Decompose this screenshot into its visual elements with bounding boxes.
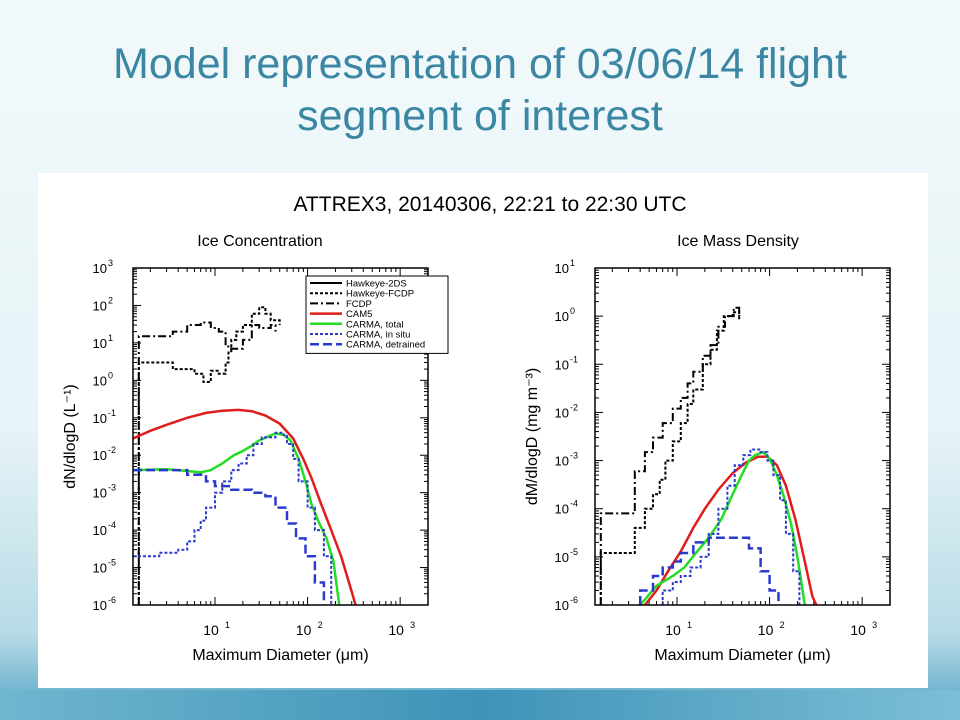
y-tick-exponent: -1	[570, 354, 578, 364]
series-line-carma-in-situ	[661, 448, 801, 605]
y-tick-exponent: 1	[570, 258, 575, 268]
x-tick-label: 10	[758, 622, 774, 638]
y-tick-exponent: -5	[108, 558, 116, 568]
x-tick-label: 10	[296, 622, 312, 638]
x-tick-label: 10	[850, 622, 866, 638]
legend-label: CARMA, in situ	[346, 330, 410, 341]
x-tick-label: 10	[203, 622, 219, 638]
slide-title-line2: segment of interest	[297, 92, 663, 140]
slide-footer-band	[0, 690, 960, 720]
slide-title: Model representation of 03/06/14 flight …	[0, 38, 960, 142]
series-line-hawkeye-fcdp	[137, 306, 281, 605]
y-tick-label: 10	[555, 357, 569, 372]
series-line-carma-detrained	[133, 468, 326, 605]
x-tick-exponent: 3	[872, 620, 877, 630]
legend-label: CARMA, detrained	[346, 340, 425, 351]
y-tick-label: 10	[555, 454, 569, 469]
y-tick-label: 10	[93, 598, 107, 613]
y-tick-exponent: -4	[108, 520, 116, 530]
chart-title: Ice Mass Density	[677, 233, 799, 250]
x-tick-exponent: 1	[687, 620, 692, 630]
series-group	[133, 306, 357, 605]
x-tick-label: 10	[665, 622, 681, 638]
figure-panel: ATTREX3, 20140306, 22:21 to 22:30 UTC Ic…	[38, 173, 928, 688]
y-tick-label: 10	[555, 598, 569, 613]
y-tick-label: 10	[93, 336, 107, 351]
x-tick-exponent: 1	[225, 620, 230, 630]
y-tick-exponent: -4	[570, 499, 578, 509]
x-tick-label: 10	[388, 622, 404, 638]
series-line-carma-in-situ	[133, 431, 333, 605]
series-group	[599, 306, 818, 605]
y-tick-exponent: -3	[570, 451, 578, 461]
chart-title: Ice Concentration	[197, 233, 322, 250]
y-tick-exponent: 0	[570, 306, 575, 316]
plot-frame	[132, 267, 429, 606]
y-tick-exponent: 2	[108, 295, 113, 305]
series-line-fcdp	[599, 306, 741, 605]
x-tick-exponent: 3	[410, 620, 415, 630]
y-axis-label: dM/dlogD (mg m⁻³)	[524, 368, 541, 505]
series-line-hawkeye-fcdp	[599, 311, 741, 605]
series-line-carma-total	[133, 432, 341, 605]
y-tick-label: 10	[93, 561, 107, 576]
x-axis-label: Maximum Diameter (μm)	[192, 647, 368, 664]
legend-label: FCDP	[346, 299, 372, 310]
x-tick-exponent: 2	[318, 620, 323, 630]
legend-label: Hawkeye-FCDP	[346, 289, 414, 300]
series-line-fcdp	[137, 321, 277, 605]
legend-label: CARMA, total	[346, 319, 404, 330]
y-tick-exponent: -6	[108, 595, 116, 605]
y-tick-label: 10	[555, 502, 569, 517]
y-tick-label: 10	[93, 411, 107, 426]
legend-label: Hawkeye-2DS	[346, 279, 407, 290]
y-tick-exponent: 3	[108, 258, 113, 268]
y-tick-exponent: 0	[108, 370, 113, 380]
y-tick-label: 10	[93, 523, 107, 538]
y-tick-exponent: -1	[108, 408, 116, 418]
y-tick-exponent: -2	[108, 445, 116, 455]
figure-main-title: ATTREX3, 20140306, 22:21 to 22:30 UTC	[293, 193, 686, 216]
y-tick-exponent: -5	[570, 547, 578, 557]
y-tick-label: 10	[555, 405, 569, 420]
x-axis-label: Maximum Diameter (μm)	[654, 647, 830, 664]
axis-ticks	[595, 268, 891, 606]
y-tick-exponent: -2	[570, 402, 578, 412]
y-tick-label: 10	[93, 261, 107, 276]
y-tick-label: 10	[555, 261, 569, 276]
y-tick-label: 10	[93, 298, 107, 313]
y-tick-label: 10	[93, 486, 107, 501]
y-tick-label: 10	[555, 550, 569, 565]
series-line-cam5	[643, 455, 818, 605]
series-line-cam5	[133, 408, 357, 605]
y-tick-label: 10	[93, 373, 107, 388]
figure-canvas: ATTREX3, 20140306, 22:21 to 22:30 UTC Ic…	[62, 193, 891, 664]
y-tick-label: 10	[555, 309, 569, 324]
y-tick-exponent: -3	[108, 483, 116, 493]
y-tick-exponent: 1	[108, 333, 113, 343]
series-line-carma-total	[639, 450, 807, 605]
y-tick-exponent: -6	[570, 595, 578, 605]
series-line-carma-detrained	[638, 536, 780, 605]
legend-label: CAM5	[346, 309, 372, 320]
y-axis-label: dN/dlogD (L⁻¹)	[62, 384, 79, 488]
slide-title-line1: Model representation of 03/06/14 flight	[113, 40, 847, 88]
y-tick-label: 10	[93, 448, 107, 463]
plot-frame	[594, 267, 891, 606]
x-tick-exponent: 2	[780, 620, 785, 630]
